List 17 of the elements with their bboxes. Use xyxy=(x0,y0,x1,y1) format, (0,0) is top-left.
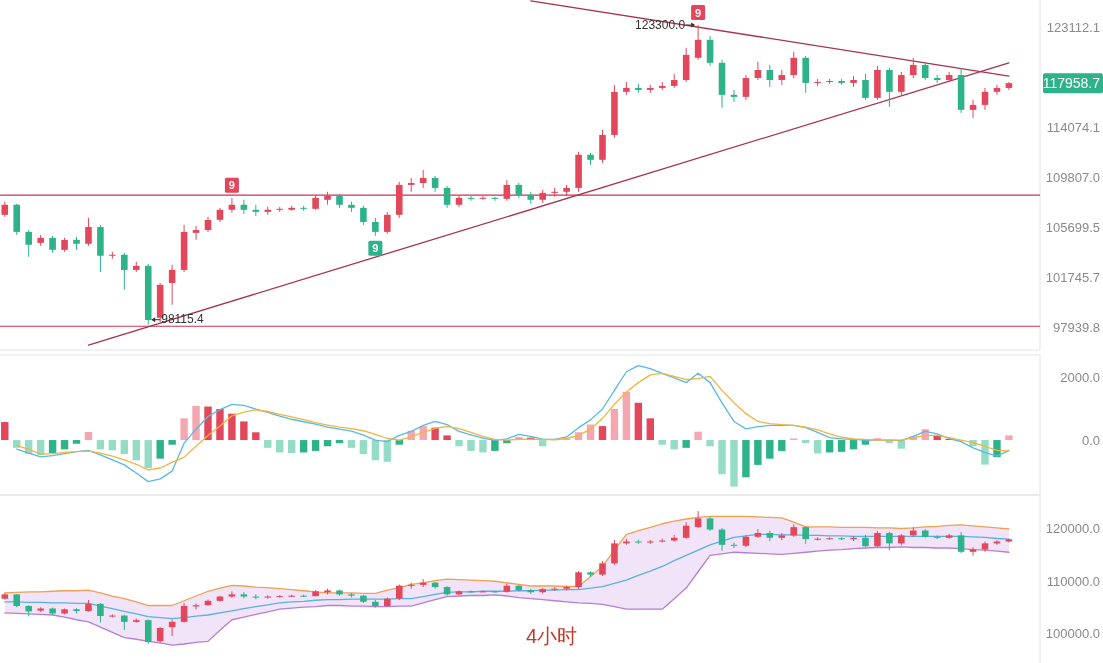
text: 117958.7 xyxy=(1042,75,1101,92)
y-tick-label: 100000.0 xyxy=(1045,626,1100,642)
y-tick-label: 97939.8 xyxy=(1053,319,1100,335)
y-tick-label: 110000.0 xyxy=(1046,573,1100,589)
annotation: 123300.0 xyxy=(635,18,686,33)
y-tick-label: 114074.1 xyxy=(1046,119,1100,135)
y-tick-label: 123112.1 xyxy=(1046,19,1100,35)
y-tick-label: 105699.5 xyxy=(1045,219,1100,235)
y-tick-label: 2000.0 xyxy=(1060,370,1100,386)
annotation: 9 xyxy=(372,242,379,255)
annotation: 4小时 xyxy=(525,625,578,647)
y-tick-label: 101745.7 xyxy=(1045,269,1100,285)
annotation: 9 xyxy=(695,6,702,19)
y-tick-label: 0.0 xyxy=(1081,432,1100,448)
y-tick-label: 120000.0 xyxy=(1045,520,1100,536)
annotation: 9 xyxy=(228,179,235,192)
y-tick-label: 109807.0 xyxy=(1045,169,1100,185)
